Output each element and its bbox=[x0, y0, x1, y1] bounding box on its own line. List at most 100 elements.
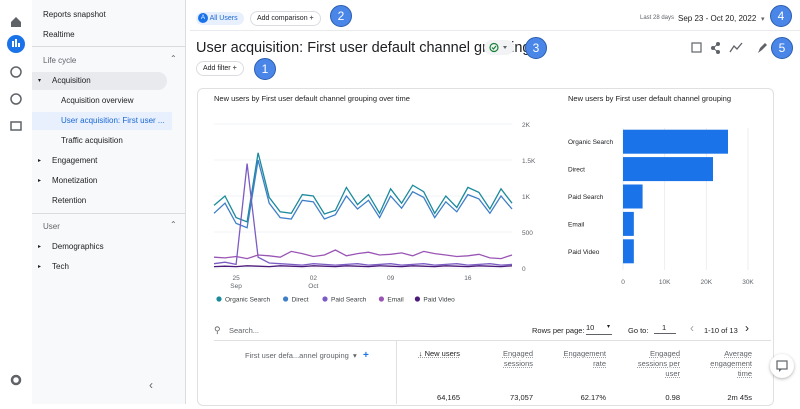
date-range-label: Last 28 days bbox=[640, 15, 675, 21]
legend-label: Email bbox=[387, 297, 404, 304]
nav-item[interactable]: Tech bbox=[52, 262, 69, 271]
y-tick-label: 2K bbox=[522, 122, 531, 129]
y-tick-label: Email bbox=[568, 221, 585, 228]
page-title: User acquisition: First user default cha… bbox=[196, 40, 531, 56]
header-actions bbox=[691, 42, 767, 54]
total-cell: 62.17% bbox=[580, 393, 606, 402]
nav-section[interactable]: User bbox=[43, 222, 60, 231]
configure-icon[interactable] bbox=[10, 121, 22, 131]
nav-item[interactable]: Realtime bbox=[43, 30, 75, 39]
selected-bg bbox=[32, 72, 167, 90]
legend-swatch bbox=[378, 296, 384, 302]
column-header[interactable]: Engagement rate bbox=[563, 349, 606, 368]
series-line bbox=[213, 249, 513, 260]
x-tick-label: 10K bbox=[659, 279, 671, 286]
collapse-button[interactable]: ‹ bbox=[149, 378, 153, 392]
x-tick-label: 16 bbox=[464, 275, 472, 282]
go-to[interactable]: 1 bbox=[654, 323, 676, 334]
bar bbox=[623, 239, 634, 264]
bar bbox=[623, 211, 634, 236]
callout: 5 bbox=[771, 37, 793, 59]
y-tick-label: 0 bbox=[522, 266, 526, 273]
nav-item[interactable]: Engagement bbox=[52, 156, 98, 165]
callout: 1 bbox=[254, 58, 276, 80]
nav-item[interactable]: Acquisition bbox=[52, 76, 91, 85]
column-header[interactable]: Engaged sessions bbox=[502, 349, 533, 368]
column-header[interactable]: Average engagement time bbox=[710, 349, 752, 378]
column-header[interactable]: ↓ New users bbox=[418, 349, 460, 358]
add-comparison-label: Add comparison bbox=[257, 15, 308, 22]
total-cell: 73,057 bbox=[510, 393, 533, 402]
home-icon[interactable] bbox=[11, 17, 21, 27]
edit-icon[interactable] bbox=[758, 43, 767, 53]
segment-initial: A bbox=[198, 13, 208, 24]
total-cell: 0.98 bbox=[665, 393, 680, 402]
total-cell: 64,165 bbox=[437, 393, 460, 402]
rows-per-page-value: 10 bbox=[586, 323, 595, 332]
share-icon[interactable] bbox=[711, 42, 720, 54]
segment-name: All Users bbox=[209, 15, 238, 22]
nav-item[interactable]: Acquisition overview bbox=[61, 96, 134, 105]
total-cell: 2m 45s bbox=[727, 393, 752, 402]
rows-per-page[interactable]: 10 ▾ bbox=[586, 323, 612, 335]
feedback-button[interactable] bbox=[770, 354, 794, 378]
callout: 4 bbox=[770, 5, 792, 27]
x-tick-label: 02 bbox=[310, 275, 318, 282]
dimension-select[interactable]: First user defa...annel grouping ▾ + bbox=[245, 350, 369, 361]
advertising-icon[interactable] bbox=[10, 93, 22, 105]
date-range[interactable]: Sep 23 - Oct 20, 2022 bbox=[678, 14, 757, 23]
status-chip[interactable] bbox=[484, 40, 514, 55]
next-page[interactable]: › bbox=[745, 321, 749, 335]
prev-page[interactable]: ‹ bbox=[690, 321, 694, 335]
customize-icon[interactable] bbox=[691, 42, 702, 53]
legend-swatch bbox=[216, 296, 222, 302]
sidebar: Reports snapshot Realtime Life cycle ⌃ ▾… bbox=[32, 0, 186, 404]
insights-icon[interactable] bbox=[729, 42, 743, 53]
bar bbox=[623, 129, 728, 154]
nav-item[interactable]: Monetization bbox=[52, 176, 98, 185]
x-tick-month: Oct bbox=[308, 283, 318, 290]
segment-chip[interactable]: A All Users bbox=[196, 12, 244, 25]
callout: 3 bbox=[525, 37, 547, 59]
nav-item[interactable]: Demographics bbox=[52, 242, 104, 251]
nav-item[interactable]: Traffic acquisition bbox=[61, 136, 123, 145]
series-line bbox=[213, 265, 513, 268]
settings-icon[interactable] bbox=[10, 374, 22, 386]
y-tick-label: 1K bbox=[522, 194, 531, 201]
nav-item[interactable]: Reports snapshot bbox=[43, 10, 106, 19]
rows-per-page-label: Rows per page: bbox=[532, 326, 585, 335]
go-to-label: Go to: bbox=[628, 326, 649, 335]
y-tick-label: 500 bbox=[522, 230, 533, 237]
legend-swatch bbox=[322, 296, 328, 302]
y-tick-label: Paid Search bbox=[568, 194, 604, 201]
dimension-label: First user defa...annel grouping bbox=[245, 351, 349, 360]
current-bg bbox=[32, 112, 172, 130]
bar bbox=[623, 157, 713, 182]
legend-swatch bbox=[414, 296, 420, 302]
add-filter-label: Add filter bbox=[203, 65, 231, 72]
legend-label: Paid Search bbox=[331, 297, 367, 304]
chart-title: New users by First user default channel … bbox=[568, 94, 731, 103]
pagination: 1-10 of 13 bbox=[704, 326, 738, 335]
bar bbox=[623, 184, 643, 209]
y-tick-label: Paid Video bbox=[568, 249, 600, 256]
y-tick-label: Organic Search bbox=[568, 139, 614, 146]
add-filter[interactable]: Add filter + bbox=[196, 61, 244, 76]
nav-item[interactable]: Retention bbox=[52, 196, 87, 205]
x-tick-label: 0 bbox=[621, 279, 625, 286]
x-tick-label: 09 bbox=[387, 275, 395, 282]
column-header[interactable]: Engaged sessions per user bbox=[637, 349, 680, 378]
add-comparison[interactable]: Add comparison + bbox=[250, 11, 321, 26]
explore-icon[interactable] bbox=[10, 66, 22, 78]
table-search[interactable]: Search... bbox=[229, 326, 260, 335]
nav-section[interactable]: Life cycle bbox=[43, 56, 77, 65]
series-line bbox=[213, 159, 513, 229]
series-line bbox=[213, 152, 513, 223]
nav-item[interactable]: User acquisition: First user ... bbox=[61, 116, 165, 125]
chart-title: New users by First user default channel … bbox=[214, 94, 410, 103]
y-tick-label: 1.5K bbox=[522, 158, 536, 165]
icon-rail bbox=[0, 0, 33, 404]
x-tick-label: 30K bbox=[742, 279, 754, 286]
y-tick-label: Direct bbox=[568, 167, 585, 174]
